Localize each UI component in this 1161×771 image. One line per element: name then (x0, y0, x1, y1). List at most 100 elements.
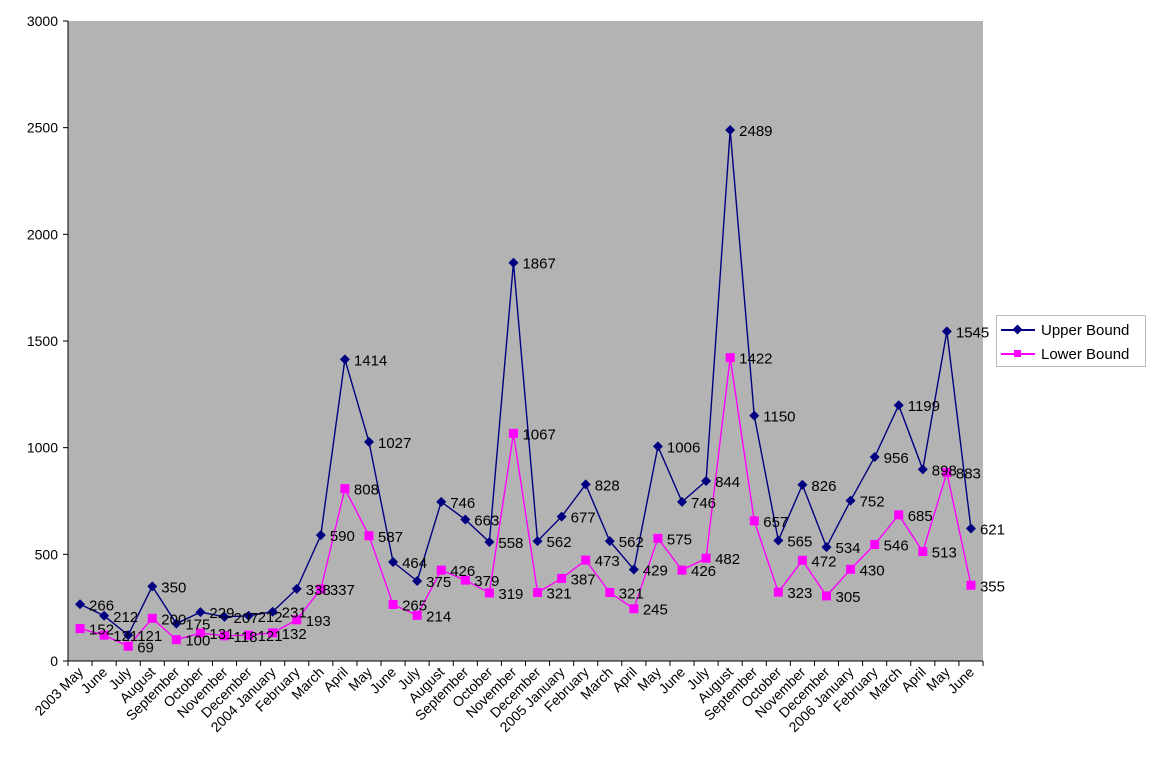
y-tick-label: 3000 (27, 13, 58, 29)
upper-bound-point (460, 514, 471, 525)
lower-bound-point (195, 628, 205, 638)
lower-bound-point (605, 588, 615, 598)
lower-bound-data-label: 430 (860, 562, 885, 579)
lower-bound-data-label: 305 (835, 589, 860, 606)
lower-bound-data-label: 387 (571, 571, 596, 588)
upper-bound-data-label: 898 (932, 462, 957, 479)
lower-bound-point (268, 628, 278, 638)
lower-bound-point (508, 428, 518, 438)
legend-item-upper: Upper Bound (997, 318, 1145, 342)
lower-bound-point (292, 615, 302, 625)
upper-bound-point (484, 536, 495, 547)
x-tick-label: 2003 May (31, 664, 86, 719)
upper-bound-point (363, 436, 374, 447)
lower-bound-data-label: 69 (137, 639, 154, 656)
lower-bound-data-label: 118 (234, 629, 258, 646)
upper-bound-point (267, 606, 278, 617)
upper-bound-data-label: 562 (619, 534, 644, 551)
upper-bound-data-label: 429 (643, 562, 668, 579)
lower-bound-data-label: 482 (715, 551, 740, 568)
x-tick-label: April (320, 664, 351, 695)
lower-bound-point (123, 641, 133, 651)
upper-bound-point (917, 464, 928, 475)
lower-bound-data-label: 132 (282, 626, 307, 643)
upper-bound-data-label: 746 (450, 495, 475, 512)
y-tick-label: 1500 (27, 333, 58, 349)
upper-bound-point (604, 536, 615, 547)
upper-bound-point (773, 535, 784, 546)
upper-bound-data-label: 212 (113, 609, 138, 626)
lower-bound-point (894, 510, 904, 520)
lower-bound-data-label: 1067 (522, 426, 555, 443)
lower-bound-point (340, 484, 350, 494)
lower-bound-data-label: 323 (787, 585, 812, 602)
upper-bound-data-label: 1545 (956, 324, 989, 341)
lower-bound-data-label: 575 (667, 531, 692, 548)
upper-bound-point (845, 495, 856, 506)
upper-bound-data-label: 746 (691, 495, 716, 512)
lower-bound-point (725, 353, 735, 363)
upper-bound-point (171, 618, 182, 629)
lower-bound-data-label: 337 (330, 582, 355, 599)
lower-bound-data-label: 587 (378, 529, 403, 546)
upper-bound-point (243, 610, 254, 621)
upper-bound-data-label: 826 (811, 478, 836, 495)
upper-bound-data-label: 562 (547, 534, 572, 551)
upper-bound-data-label: 375 (426, 574, 451, 591)
upper-bound-data-label: 1199 (908, 398, 940, 415)
upper-bound-point (941, 326, 952, 337)
upper-bound-point (725, 125, 736, 136)
upper-bound-point (965, 523, 976, 534)
upper-bound-point (628, 564, 639, 575)
upper-bound-data-label: 350 (161, 579, 186, 596)
upper-bound-point (412, 576, 423, 586)
lower-bound-point (821, 591, 831, 601)
lower-bound-point (99, 630, 109, 640)
upper-bound-data-label: 338 (306, 582, 331, 599)
upper-bound-point (99, 610, 110, 621)
upper-bound-data-label: 534 (835, 540, 860, 557)
upper-bound-point (219, 611, 230, 622)
lower-bound-data-label: 152 (89, 622, 114, 639)
y-tick-label: 0 (50, 653, 58, 669)
upper-bound-data-label: 1006 (667, 439, 700, 456)
lower-bound-data-label: 472 (811, 553, 836, 570)
y-tick-label: 2500 (27, 120, 58, 136)
upper-bound-point (315, 530, 326, 541)
upper-bound-data-label: 266 (89, 597, 114, 614)
upper-bound-point (147, 581, 158, 592)
upper-bound-data-label: 752 (860, 494, 885, 511)
lower-bound-point (918, 547, 928, 557)
upper-bound-data-label: 844 (715, 474, 740, 491)
y-tick-label: 2000 (27, 226, 58, 242)
upper-bound-point (893, 400, 904, 411)
upper-bound-point (388, 557, 399, 568)
lower-bound-data-label: 657 (763, 514, 788, 531)
upper-bound-data-label: 229 (209, 605, 234, 622)
lower-bound-data-label: 426 (691, 563, 716, 580)
lower-bound-point (797, 555, 807, 565)
upper-bound-point (436, 496, 447, 507)
lower-bound-data-label: 883 (956, 466, 981, 483)
upper-bound-data-label: 621 (980, 522, 1005, 539)
lower-bound-data-label: 100 (185, 633, 210, 650)
upper-bound-data-label: 1150 (763, 409, 795, 426)
upper-bound-point (580, 479, 591, 490)
lower-bound-point (557, 573, 567, 583)
x-tick-label: April (609, 664, 640, 695)
upper-bound-data-label: 121 (137, 628, 162, 645)
lower-bound-data-label: 265 (402, 597, 427, 614)
lower-bound-data-label: 546 (884, 538, 909, 555)
lower-bound-point (870, 540, 880, 550)
lower-bound-point (388, 599, 398, 609)
lower-bound-point (846, 564, 856, 574)
lower-bound-point (533, 588, 543, 598)
lower-bound-data-label: 121 (258, 628, 283, 645)
lower-bound-data-label: 193 (306, 613, 331, 630)
lower-bound-point (677, 565, 687, 575)
lower-bound-point (244, 630, 254, 640)
lower-bound-point (484, 588, 494, 598)
upper-bound-point (797, 479, 808, 490)
upper-bound-point (532, 536, 543, 547)
